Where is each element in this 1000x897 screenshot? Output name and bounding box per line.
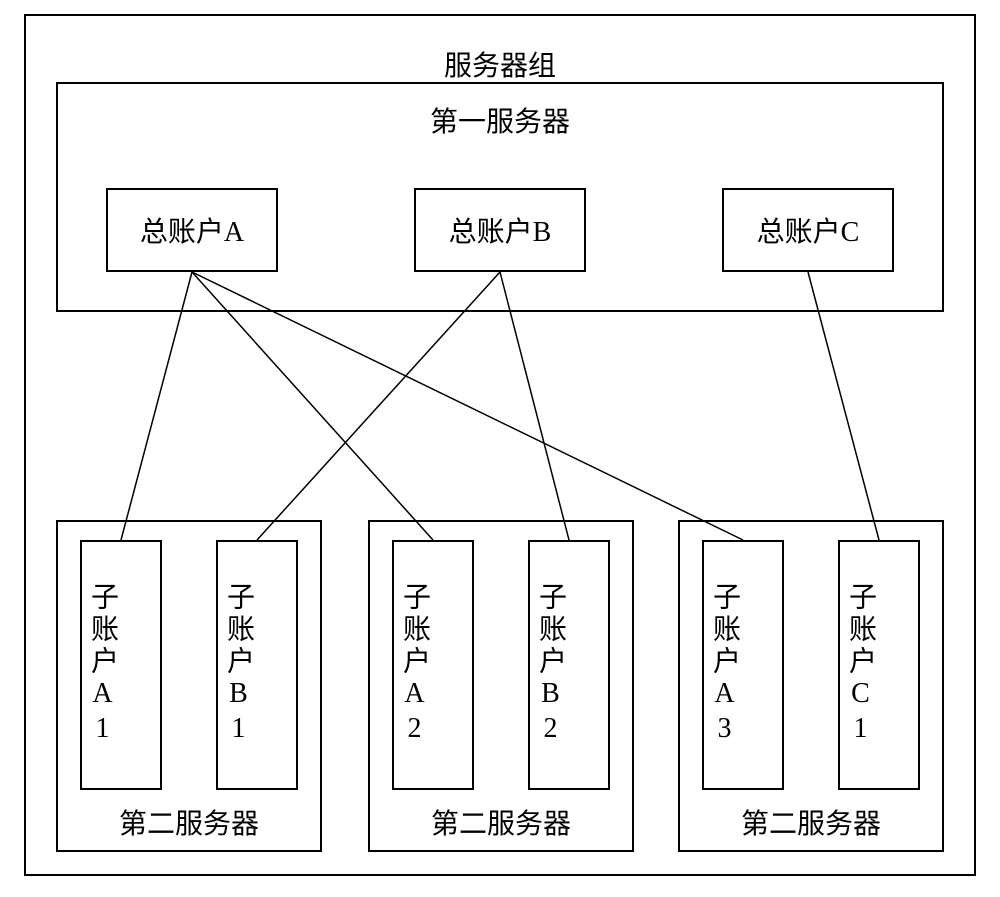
master-account-label: 总账户B: [416, 210, 584, 250]
second-server-title: 第二服务器: [370, 802, 632, 842]
master-account-label: 总账户C: [724, 210, 892, 250]
second-server-title: 第二服务器: [58, 802, 320, 842]
sub-account-label: 子账户A1: [82, 542, 122, 788]
master-account-C: 总账户C: [722, 188, 894, 272]
sub-account-label: 子账户B1: [218, 542, 258, 788]
sub-account-A2: 子账户A2: [392, 540, 474, 790]
server-group-title: 服务器组: [26, 44, 974, 84]
sub-account-label: 子账户A3: [704, 542, 744, 788]
master-account-A: 总账户A: [106, 188, 278, 272]
sub-account-A3: 子账户A3: [702, 540, 784, 790]
sub-account-label: 子账户B2: [530, 542, 570, 788]
second-server-title: 第二服务器: [680, 802, 942, 842]
master-account-B: 总账户B: [414, 188, 586, 272]
first-server-title: 第一服务器: [58, 100, 942, 140]
master-account-label: 总账户A: [108, 210, 276, 250]
sub-account-A1: 子账户A1: [80, 540, 162, 790]
sub-account-label: 子账户A2: [394, 542, 434, 788]
sub-account-label: 子账户C1: [840, 542, 880, 788]
sub-account-B2: 子账户B2: [528, 540, 610, 790]
sub-account-C1: 子账户C1: [838, 540, 920, 790]
sub-account-B1: 子账户B1: [216, 540, 298, 790]
